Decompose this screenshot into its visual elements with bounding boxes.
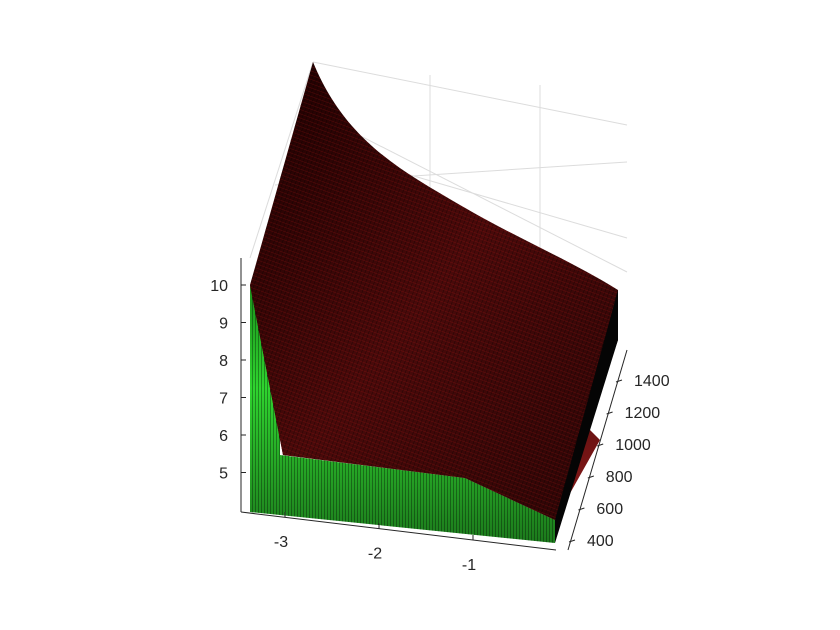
z-tick-label: 9	[219, 316, 228, 333]
z-tick-label: 10	[210, 278, 228, 295]
y-tick	[568, 539, 576, 543]
y-tick-label: 600	[596, 501, 623, 518]
z-axis: 5 6 7 8 9 10	[210, 258, 246, 512]
x-tick-label: -3	[274, 534, 288, 551]
y-tick	[578, 507, 585, 511]
y-tick	[606, 411, 613, 415]
x-tick-label: -2	[368, 546, 382, 563]
z-tick-label: 8	[219, 353, 228, 370]
y-axis: 400 600 800 1000 1200 1400	[567, 349, 670, 551]
z-tick-label: 6	[219, 428, 228, 445]
y-tick	[615, 379, 623, 383]
z-tick-label: 5	[219, 466, 228, 483]
y-tick-label: 1000	[615, 437, 651, 454]
x-tick-label: -1	[462, 557, 476, 574]
y-tick-label: 400	[587, 533, 614, 550]
x-axis: -3 -2 -1	[240, 511, 557, 574]
y-tick-label: 1200	[625, 405, 661, 422]
y-tick	[587, 475, 594, 479]
surface-front-mesh	[250, 285, 555, 543]
surface-side-face	[555, 290, 618, 543]
y-tick-label: 800	[606, 469, 633, 486]
surface-top-mesh	[250, 62, 618, 520]
y-tick	[597, 443, 604, 447]
y-tick-label: 1400	[634, 373, 670, 390]
z-tick-label: 7	[219, 391, 228, 408]
